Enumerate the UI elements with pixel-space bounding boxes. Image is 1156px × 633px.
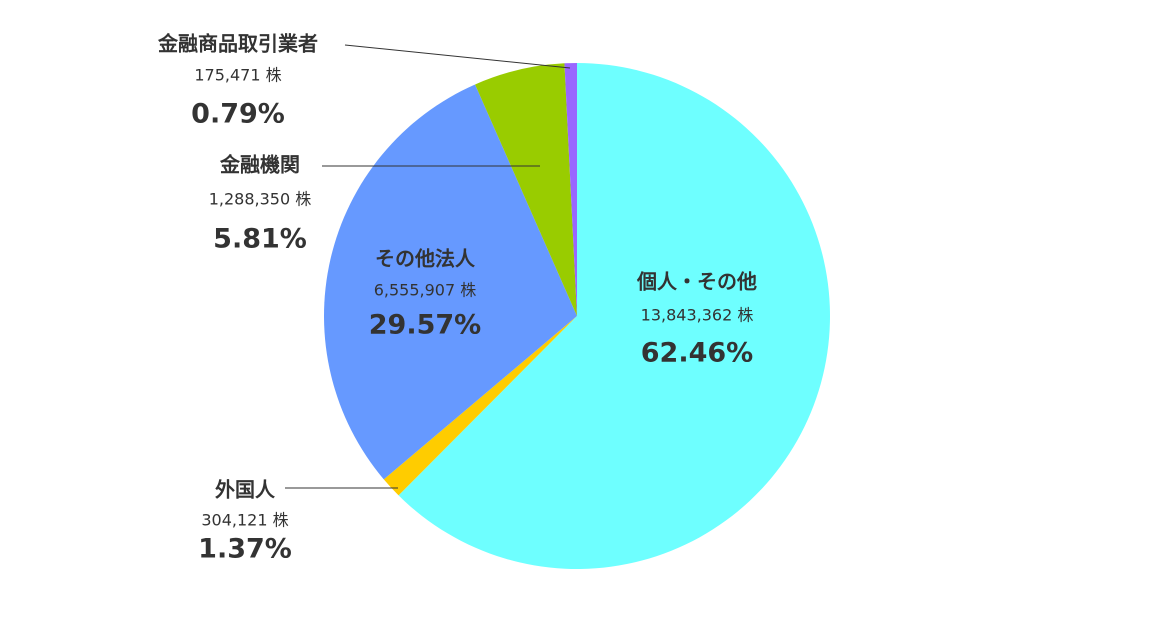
leader-line [344,44,571,69]
pie-slice [398,63,830,569]
slice-shares: 304,121 株 [201,511,288,530]
pie-slice [564,63,577,316]
slice-shares: 13,843,362 株 [641,306,754,325]
slice-percent: 29.57% [369,310,481,341]
slice-shares: 6,555,907 株 [374,281,477,300]
slice-name: 金融商品取引業者 [157,32,318,56]
slice-name: 外国人 [215,478,276,502]
slice-percent: 5.81% [213,224,307,255]
pie-slice [383,316,577,496]
slice-percent: 0.79% [191,99,285,130]
slice-shares: 175,471 株 [194,66,281,85]
slice-shares: 1,288,350 株 [209,190,312,209]
pie-slice [475,63,577,316]
pie-slice [324,84,577,480]
slice-name: 個人・その他 [636,270,757,294]
slice-name: その他法人 [375,247,476,271]
slice-name: 金融機関 [219,153,300,177]
slice-percent: 62.46% [641,338,753,369]
slice-percent: 1.37% [198,534,292,565]
